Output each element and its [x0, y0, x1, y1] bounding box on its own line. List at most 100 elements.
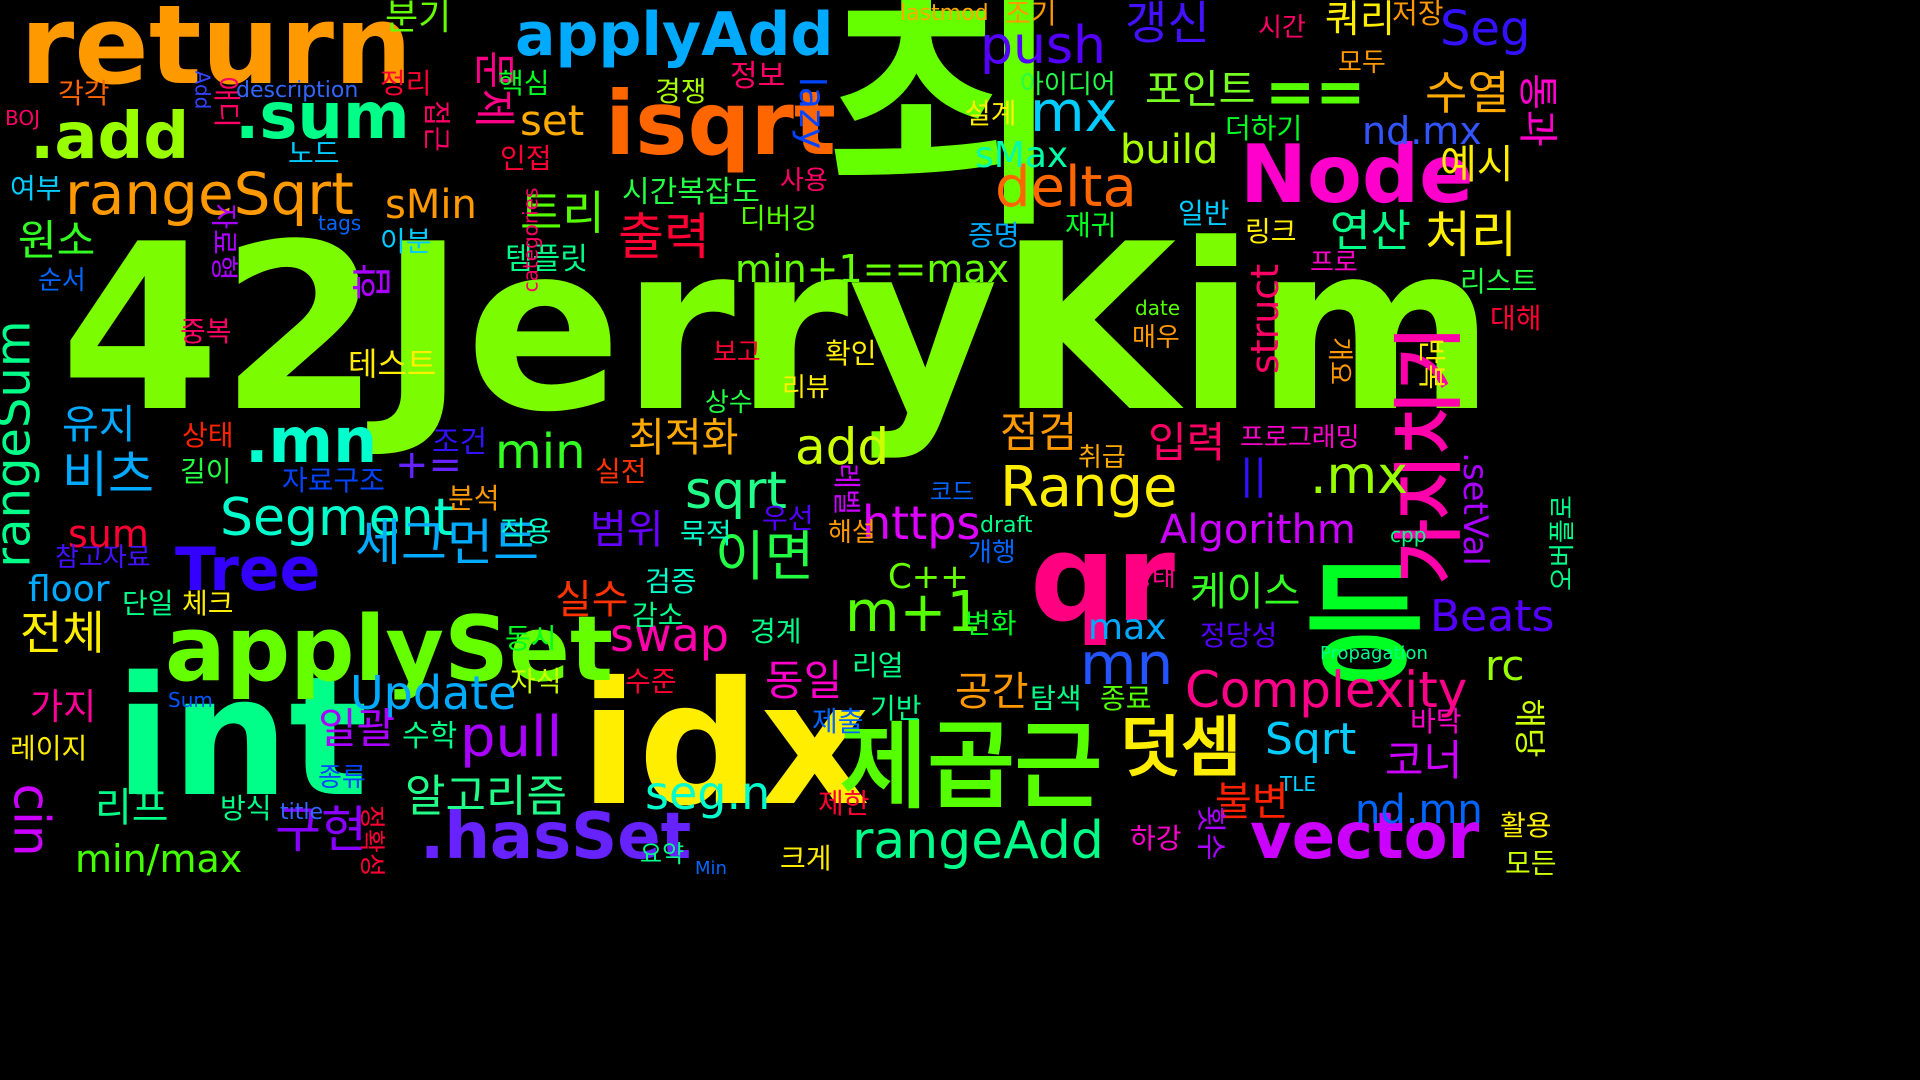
cloud-word: 이분 — [380, 225, 432, 258]
cloud-word: 순서 — [38, 266, 86, 296]
cloud-word: Update — [350, 666, 517, 720]
cloud-word: add — [795, 418, 890, 476]
cloud-word: Tree — [175, 535, 321, 605]
cloud-word: += — [395, 442, 463, 488]
cloud-word: 분기 — [385, 0, 452, 38]
cloud-word: 처리 — [1425, 206, 1517, 264]
cloud-word: 체크 — [182, 587, 234, 620]
cloud-word: 동일 — [765, 656, 843, 705]
cloud-word: 기반 — [870, 692, 922, 725]
cloud-word: lazy — [791, 76, 833, 150]
cloud-word: 증명 — [968, 219, 1020, 252]
cloud-word: 등 — [1305, 549, 1425, 701]
cloud-word: 42JerryKim — [60, 196, 1496, 463]
cloud-word: seg.n — [645, 766, 771, 820]
cloud-word: 프로 — [1310, 248, 1358, 278]
cloud-word: 세그먼트 — [355, 514, 539, 572]
cloud-word: 오버플로 — [1547, 495, 1578, 591]
cloud-word: build — [1120, 127, 1219, 173]
cloud-word: rangeSum — [0, 320, 42, 568]
cloud-word: 범위 — [590, 507, 664, 553]
cloud-word: .sum — [235, 80, 410, 154]
cloud-word: sMin — [385, 182, 477, 228]
cloud-word: 테스트 — [348, 345, 437, 383]
cloud-word: 템플릿 — [505, 242, 588, 277]
cloud-word: struct — [1243, 263, 1288, 375]
cloud-word: return — [20, 0, 413, 109]
cloud-word: pull — [460, 705, 563, 770]
cloud-word: 더하기 — [1225, 112, 1303, 145]
cloud-word: 아이디어 — [1020, 70, 1116, 100]
cloud-word: 탐색 — [1030, 682, 1082, 715]
cloud-word: 수학 — [402, 719, 458, 754]
cloud-word: 가지 — [30, 687, 97, 728]
cloud-word: 반복 — [1414, 338, 1448, 390]
cloud-word: 크게 — [780, 842, 832, 875]
cloud-word: sqrt — [685, 461, 787, 521]
cloud-word: 최 — [825, 0, 1065, 261]
cloud-word: 리스트 — [1460, 265, 1538, 298]
cloud-word: 단일 — [122, 587, 174, 620]
cloud-word: 중복 — [180, 315, 232, 348]
cloud-word: mn — [1080, 630, 1174, 698]
cloud-word: 하강 — [1130, 822, 1182, 855]
cloud-word: applyAdd — [515, 0, 834, 70]
cloud-word: 일반 — [1178, 197, 1230, 230]
cloud-word: tags — [318, 211, 362, 235]
cloud-word: 쿼리 — [1325, 0, 1395, 41]
cloud-word: m+1 — [845, 580, 983, 645]
cloud-word: || — [1240, 452, 1267, 498]
cloud-word: 해당 — [1510, 698, 1549, 758]
cloud-word: 동시 — [505, 622, 557, 655]
cloud-word: min+1==max — [735, 247, 1010, 291]
cloud-word: 케이스 — [1190, 569, 1301, 615]
cloud-word: 정확성 — [355, 805, 386, 877]
cloud-word: 경계 — [750, 615, 802, 648]
cloud-word: 예시 — [1440, 142, 1514, 188]
cloud-word: min/max — [75, 837, 243, 881]
cloud-word: max — [1088, 607, 1167, 648]
cloud-word: 길이 — [180, 455, 232, 488]
cloud-word: 자료형 — [207, 203, 241, 281]
cloud-word: 모든 — [1505, 847, 1557, 880]
cloud-word: vector — [1250, 800, 1480, 874]
cloud-word: 상수 — [705, 388, 753, 418]
cloud-word: 리얼 — [852, 649, 904, 682]
cloud-word: 레이지 — [10, 732, 88, 765]
cloud-word: .add — [30, 100, 190, 174]
cloud-word: 경쟁 — [655, 75, 707, 108]
cloud-word: 보고 — [713, 338, 761, 368]
cloud-word: Seg — [1440, 1, 1531, 57]
cloud-word: 정당성 — [1200, 619, 1278, 652]
cloud-word: isqrt — [605, 72, 836, 175]
cloud-word: 링크 — [1245, 215, 1297, 248]
cloud-word: .setVal — [1454, 452, 1495, 566]
cloud-word: 분석 — [448, 482, 500, 515]
cloud-word: Sqrt — [1265, 714, 1357, 765]
cloud-word: idx — [580, 646, 870, 844]
cloud-word: 인접 — [500, 142, 552, 175]
cloud-word: 원소 — [18, 216, 96, 265]
cloud-word: 개요 — [1323, 337, 1354, 385]
cloud-word: cpp — [1390, 523, 1427, 547]
cloud-word: 불변 — [1215, 779, 1289, 825]
cloud-word: 요약 — [640, 840, 685, 868]
cloud-word: 공간 — [955, 669, 1029, 715]
cloud-word: set — [520, 96, 585, 145]
cloud-word: 자료구조 — [282, 464, 386, 497]
cloud-word: Segment — [220, 488, 454, 548]
cloud-word: Add — [190, 70, 215, 110]
cloud-word: qr — [1030, 510, 1176, 649]
cloud-word: 검증 — [645, 565, 697, 598]
cloud-word: .mx — [1310, 446, 1408, 506]
cloud-word: sMax — [975, 135, 1069, 176]
cloud-word: 매우 — [1132, 323, 1180, 353]
cloud-word: description — [236, 78, 359, 103]
cloud-word: 각각 — [58, 77, 110, 110]
cloud-word: 모두 — [1338, 48, 1386, 78]
cloud-word: 리프 — [95, 785, 169, 831]
cloud-word: TLE — [1280, 772, 1316, 796]
cloud-word: 적용 — [500, 515, 552, 548]
cloud-word: 제곱근 — [840, 712, 1103, 822]
